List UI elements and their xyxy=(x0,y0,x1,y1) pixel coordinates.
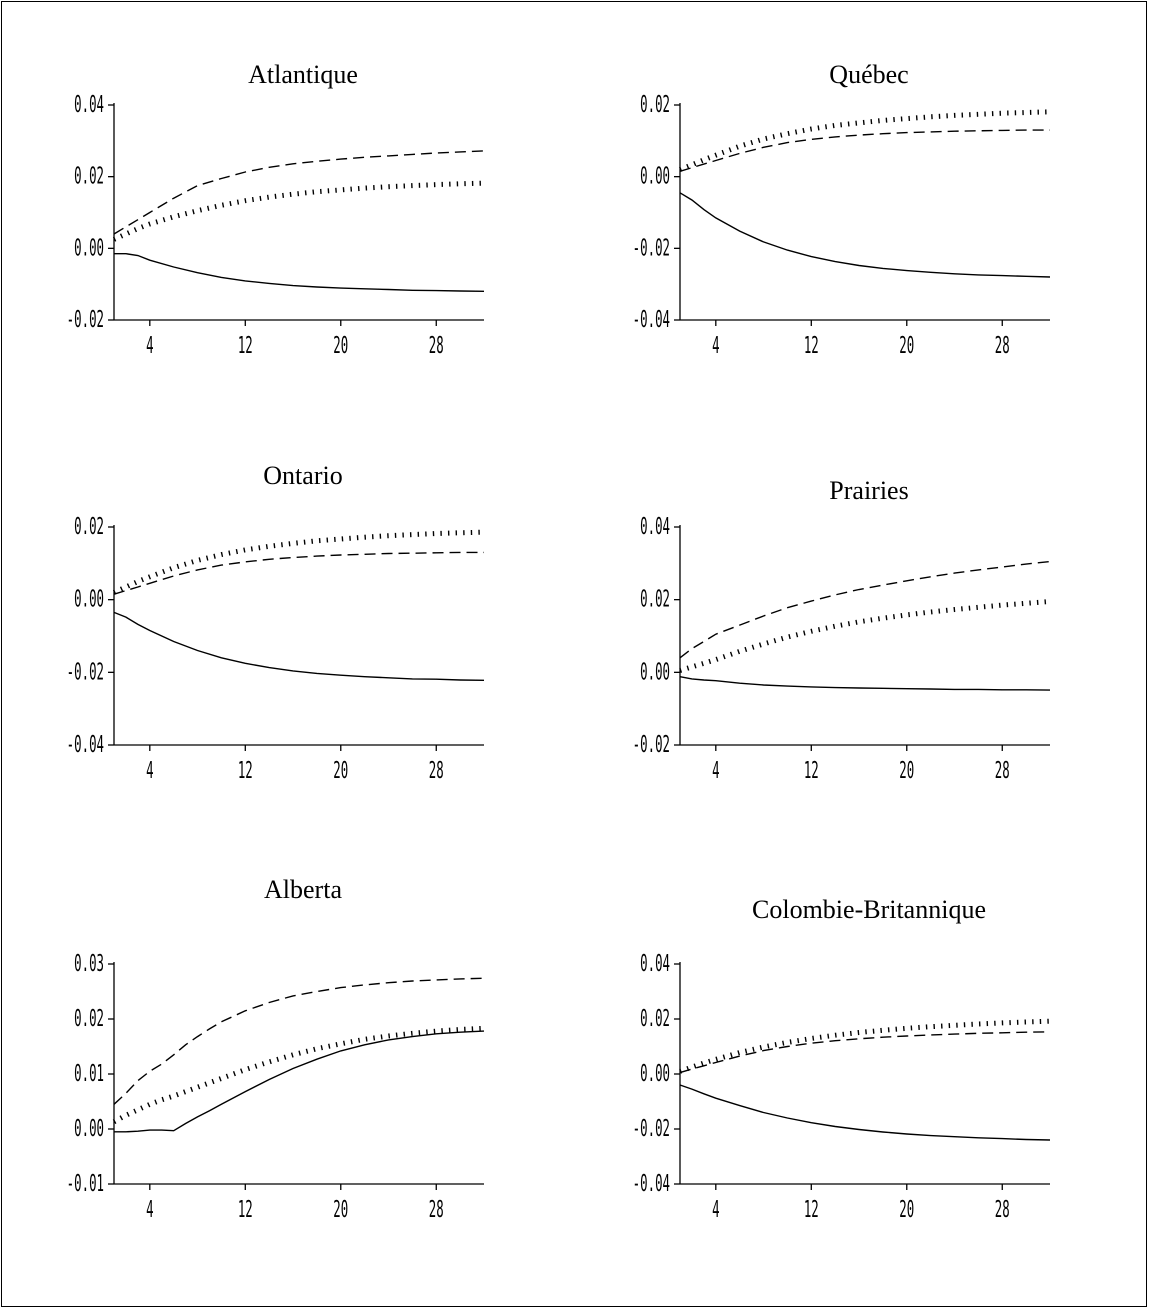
series-line-dashed xyxy=(113,150,485,235)
series-line-dotted xyxy=(679,1018,1051,1074)
y-tick-label: 0.00 xyxy=(74,235,104,261)
series-line-dashed xyxy=(113,551,484,595)
x-tick-label: 20 xyxy=(333,758,348,784)
y-tick-label: -0.02 xyxy=(633,732,670,758)
y-tick-label: 0.02 xyxy=(640,92,670,118)
x-tick-label: 12 xyxy=(238,333,253,359)
y-tick-label: 0.02 xyxy=(74,514,104,540)
panel-title: Alberta xyxy=(264,875,342,904)
panel-title: Québec xyxy=(829,60,908,89)
series-line-solid xyxy=(114,252,485,292)
y-tick-label: -0.02 xyxy=(67,307,104,333)
y-tick-label: -0.02 xyxy=(67,659,104,685)
y-tick-label: 0.02 xyxy=(74,1006,104,1032)
y-tick-label: -0.02 xyxy=(633,1116,670,1142)
y-tick-label: 0.00 xyxy=(640,1061,670,1087)
series-line-dashed xyxy=(679,560,1051,659)
series-line-dashed xyxy=(679,1031,1051,1074)
x-tick-label: 4 xyxy=(146,333,153,359)
panel-title: Atlantique xyxy=(248,60,358,89)
chart-panel-6: Colombie-Britannique -0.04 -0.02 0.00 0.02 0.… xyxy=(633,895,1051,1223)
y-tick-label: 0.00 xyxy=(640,659,670,685)
chart-panel-3: Ontario -0.04 -0.02 0.00 0.02 4 12 20 28 xyxy=(67,461,485,784)
chart-panel-2: Québec -0.04 -0.02 0.00 0.02 4 12 20 28 xyxy=(633,60,1051,359)
x-tick-label: 28 xyxy=(429,333,444,359)
y-tick-label: -0.04 xyxy=(67,732,104,758)
series-line-dotted xyxy=(679,109,1051,172)
x-tick-label: 4 xyxy=(712,333,719,359)
series-line-solid xyxy=(679,676,1051,691)
series-line-dotted xyxy=(112,180,485,242)
x-tick-label: 12 xyxy=(238,1197,253,1223)
y-tick-label: 0.04 xyxy=(640,951,670,977)
y-tick-label: 0.00 xyxy=(74,587,104,613)
x-tick-label: 28 xyxy=(995,758,1010,784)
series-line-dotted xyxy=(112,529,485,595)
x-tick-label: 28 xyxy=(995,333,1010,359)
x-tick-label: 12 xyxy=(804,758,819,784)
y-tick-label: 0.02 xyxy=(74,164,104,190)
x-tick-label: 4 xyxy=(712,758,719,784)
y-tick-label: 0.00 xyxy=(74,1116,104,1142)
chart-panel-5: Alberta -0.01 0.00 0.01 0.02 0.03 4 12 20 28 xyxy=(67,875,485,1223)
series-line-solid xyxy=(114,1030,485,1133)
x-tick-label: 28 xyxy=(429,758,444,784)
x-tick-label: 4 xyxy=(146,1197,153,1223)
y-tick-label: 0.04 xyxy=(640,514,670,540)
x-tick-label: 12 xyxy=(804,1197,819,1223)
y-tick-label: -0.04 xyxy=(633,1171,670,1197)
series-line-dotted xyxy=(112,1025,485,1124)
x-tick-label: 12 xyxy=(238,758,253,784)
series-line-solid xyxy=(679,1084,1051,1141)
series-line-dotted xyxy=(679,599,1051,673)
x-tick-label: 20 xyxy=(899,758,914,784)
panel-title: Colombie-Britannique xyxy=(752,895,986,924)
x-tick-label: 20 xyxy=(899,1197,914,1223)
x-tick-label: 20 xyxy=(333,333,348,359)
x-tick-label: 4 xyxy=(146,758,153,784)
chart-panel-1: Atlantique -0.02 0.00 0.02 0.04 4 12 20 28 xyxy=(67,60,485,359)
series-line-solid xyxy=(679,192,1051,278)
x-tick-label: 12 xyxy=(804,333,819,359)
y-tick-label: -0.02 xyxy=(633,235,670,261)
x-tick-label: 20 xyxy=(899,333,914,359)
x-tick-label: 4 xyxy=(712,1197,719,1223)
panel-title: Ontario xyxy=(263,461,342,490)
chart-panel-4: Prairies -0.02 0.00 0.02 0.04 4 12 20 28 xyxy=(633,476,1051,784)
y-tick-label: -0.01 xyxy=(67,1171,104,1197)
y-tick-label: -0.04 xyxy=(633,307,670,333)
series-line-dashed xyxy=(113,977,485,1105)
x-tick-label: 28 xyxy=(429,1197,444,1223)
y-tick-label: 0.02 xyxy=(640,1006,670,1032)
y-tick-label: 0.01 xyxy=(74,1061,104,1087)
series-line-solid xyxy=(113,611,485,681)
y-tick-label: 0.02 xyxy=(640,587,670,613)
x-tick-label: 28 xyxy=(995,1197,1010,1223)
y-tick-label: 0.04 xyxy=(74,92,104,118)
y-tick-label: 0.00 xyxy=(640,164,670,190)
panel-title: Prairies xyxy=(829,476,908,505)
y-tick-label: 0.03 xyxy=(74,951,104,977)
series-line-dashed xyxy=(679,129,1050,172)
x-tick-label: 20 xyxy=(333,1197,348,1223)
